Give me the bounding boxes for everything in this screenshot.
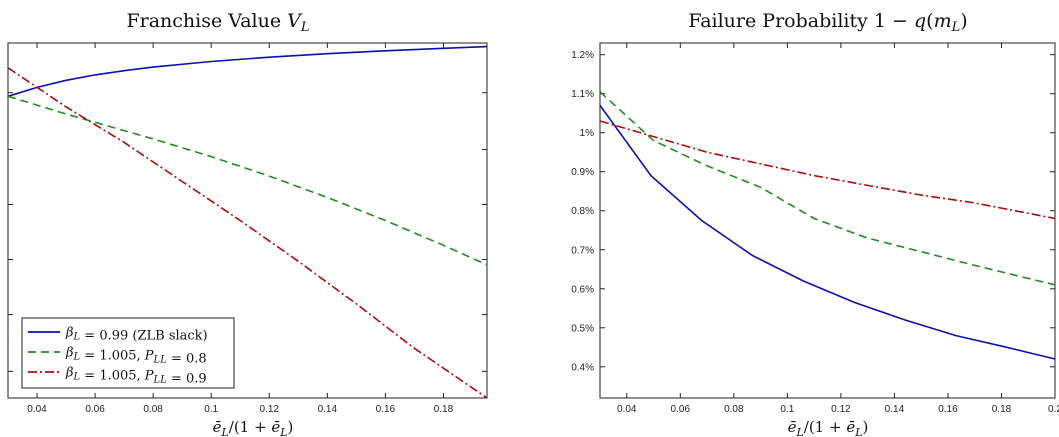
legend-label: βL = 1.005, PLL = 0.9	[65, 366, 207, 387]
x-tick-label: 0.08	[724, 404, 744, 415]
x-tick-label: 0.12	[260, 404, 280, 415]
y-tick-label: 1.1%	[571, 89, 594, 100]
y-tick-label: 0.6%	[571, 284, 594, 295]
x-tick-label: 0.14	[318, 404, 338, 415]
failure-probability-title: Failure Probability 1 − q(mL)	[688, 10, 967, 35]
series-line-dashed	[599, 91, 1056, 286]
legend-label: βL = 1.005, PLL = 0.8	[65, 346, 207, 367]
x-tick-label: 0.1	[780, 404, 794, 415]
franchise-value-xlabel: ēL/(1 + ēL)	[213, 418, 294, 437]
failure-probability-plot: 0.04 0.06 0.08 0.1 0.12 0.14 0.16 0.18 0.2 0.4% 0.…	[571, 42, 1059, 415]
x-tick-label: 0.18	[992, 404, 1012, 415]
y-tick-label: 0.9%	[571, 167, 594, 178]
x-tick-label: 0.18	[434, 404, 454, 415]
y-tick-label: 1%	[580, 128, 595, 139]
series-line-solid	[7, 45, 488, 98]
franchise-value-panel: Franchise Value VL 0.04 0.06 0.08 0.1 0.12 0.…	[7, 10, 488, 437]
y-tick-label: 0.7%	[571, 245, 594, 256]
x-tick-label: 0.2	[1048, 404, 1059, 415]
legend-box	[21, 317, 235, 389]
legend: βL = 0.99 (ZLB slack) βL = 1.005, PLL = 0…	[21, 317, 235, 389]
series-line-solid	[599, 104, 1056, 360]
legend-label: βL = 0.99 (ZLB slack)	[65, 326, 208, 344]
plot-frame	[599, 42, 1056, 399]
x-tick-label: 0.08	[143, 404, 163, 415]
x-tick-label: 0.16	[938, 404, 958, 415]
y-tick-label: 1.2%	[571, 50, 594, 61]
failure-probability-panel: Failure Probability 1 − q(mL) 0.04 0.06 0.…	[571, 10, 1059, 437]
series-line-dashdot	[599, 120, 1056, 220]
x-tick-label: 0.12	[831, 404, 851, 415]
x-tick-label: 0.06	[85, 404, 105, 415]
x-tick-label: 0.1	[204, 404, 218, 415]
x-tick-label: 0.04	[617, 404, 637, 415]
failure-probability-xlabel: ēL/(1 + ēL)	[788, 418, 869, 437]
series-line-dashdot	[7, 67, 488, 399]
franchise-value-title: Franchise Value VL	[126, 10, 309, 35]
series-line-dashed	[7, 95, 488, 266]
y-tick-label: 0.8%	[571, 206, 594, 217]
x-tick-label: 0.06	[671, 404, 691, 415]
x-tick-label: 0.14	[885, 404, 905, 415]
x-tick-label: 0.04	[27, 404, 47, 415]
y-tick-label: 0.5%	[571, 323, 594, 334]
y-tick-label: 0.4%	[571, 362, 594, 373]
x-tick-label: 0.16	[376, 404, 396, 415]
